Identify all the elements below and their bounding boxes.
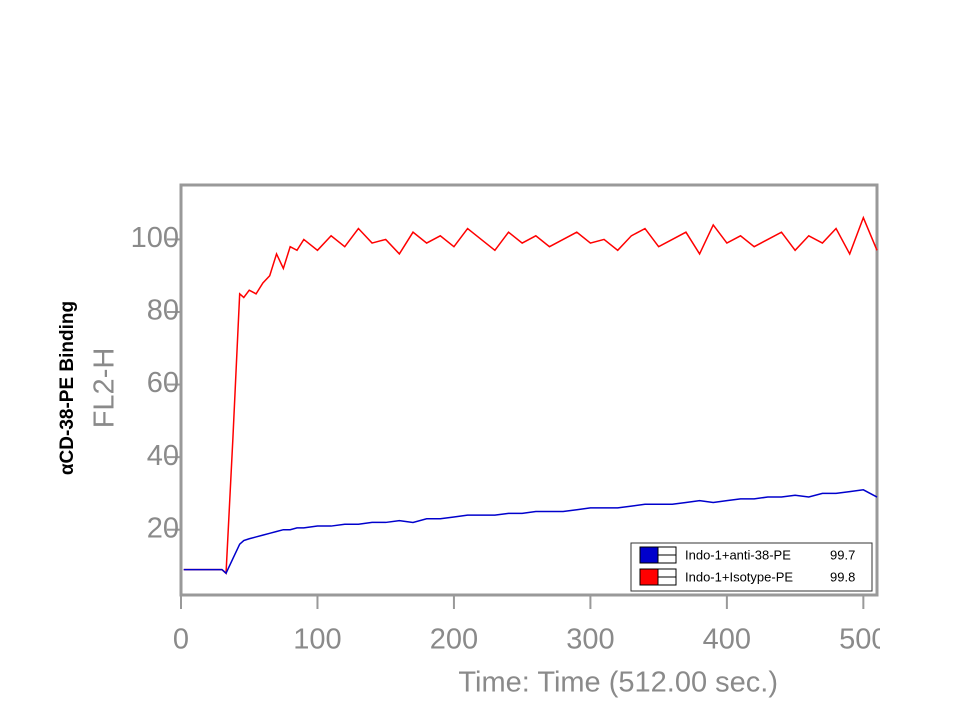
x-tick-label: 500 xyxy=(839,624,887,656)
legend-stat: 99.7 xyxy=(830,547,855,562)
y-tick-label: 40 xyxy=(147,440,179,472)
line xyxy=(183,215,878,575)
line xyxy=(183,489,878,575)
legend-label: Indo-1+Isotype-PE xyxy=(685,569,793,584)
legend-label: Indo-1+anti-38-PE xyxy=(685,547,791,562)
legend-swatch xyxy=(639,568,659,586)
y-tick-label: 20 xyxy=(147,512,179,544)
legend-swatch xyxy=(639,546,659,564)
y-tick-label: 80 xyxy=(147,295,179,327)
x-tick-label: 0 xyxy=(173,624,189,656)
tick-labels: 0 100 200 300 400 500 xyxy=(173,624,887,656)
x-tick-label: 100 xyxy=(293,624,341,656)
y-tick-label: 60 xyxy=(147,367,179,399)
y-axis-title: αCD-38-PE Binding xyxy=(57,301,78,475)
y-axis-label: FL2-H xyxy=(89,348,121,429)
x-tick-label: 300 xyxy=(566,624,614,656)
x-tick-label: 200 xyxy=(430,624,478,656)
x-tick-label: 400 xyxy=(703,624,751,656)
legend: Indo-1+anti-38-PE 99.7 Indo-1+Isotype-PE 99… xyxy=(630,542,873,592)
legend-stat: 99.8 xyxy=(830,569,855,584)
y-tick-label: 100 xyxy=(131,222,179,254)
x-axis-label: Time: Time (512.00 sec.) xyxy=(458,667,778,699)
plot-frame xyxy=(179,183,879,597)
